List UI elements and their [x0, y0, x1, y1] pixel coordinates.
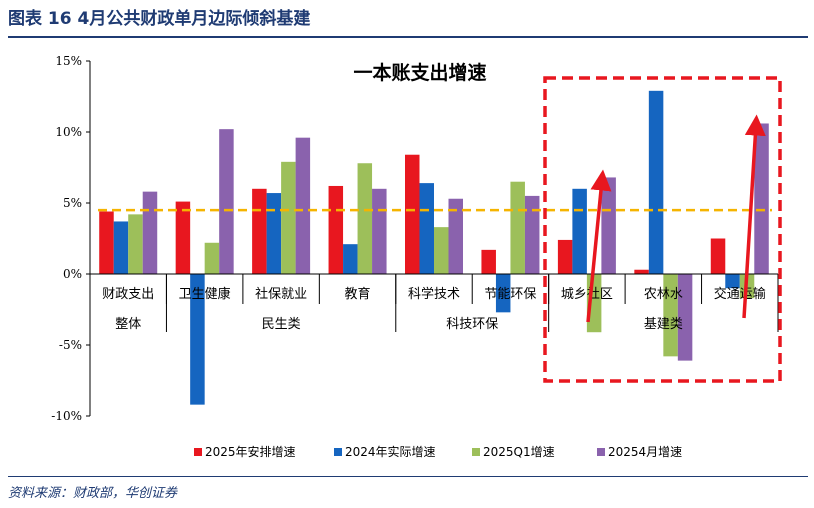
category-label: 社保就业 [255, 286, 307, 302]
legend-swatch [334, 448, 342, 456]
bar-1 [252, 188, 267, 274]
bar-4 [601, 177, 616, 274]
category-label: 城乡社区 [561, 286, 613, 302]
highlight-box [543, 76, 782, 383]
category-label: 教育 [345, 286, 371, 302]
legend-label: 2024年实际增速 [345, 444, 436, 459]
legend-swatch [472, 448, 480, 456]
bar-3 [510, 181, 525, 274]
bar-3 [281, 161, 296, 274]
bar-3 [663, 274, 678, 357]
header-divider [8, 36, 808, 38]
legend-label: 2025Q1增速 [483, 445, 555, 459]
y-tick-label: 15% [55, 54, 82, 68]
up-arrow [586, 169, 612, 323]
bar-4 [448, 198, 463, 274]
bar-1 [328, 185, 344, 274]
y-tick-label: 10% [55, 125, 82, 139]
bar-2 [113, 221, 129, 274]
y-tick-label: 5% [63, 196, 82, 210]
y-tick-label: -10% [51, 409, 82, 423]
y-tick-label: -5% [59, 338, 82, 352]
category-label: 财政支出 [102, 287, 154, 302]
category-label: 节能环保 [484, 287, 536, 302]
bar-1 [557, 239, 573, 274]
bar-2 [266, 193, 282, 274]
bar-4 [524, 195, 540, 274]
bar-4 [142, 191, 158, 274]
category-label: 交通运输 [714, 286, 766, 302]
bar-1 [175, 201, 191, 274]
chart-title: 一本账支出增速 [353, 61, 486, 84]
category-label: 科学技术 [408, 286, 460, 302]
group-label: 整体 [115, 317, 141, 332]
bar-4 [219, 129, 234, 274]
bar-3 [128, 214, 143, 274]
bar-2 [343, 244, 358, 274]
category-label: 农林水 [644, 287, 683, 302]
bar-4 [677, 274, 693, 361]
bar-1 [481, 249, 496, 274]
footer-divider [8, 476, 808, 477]
group-label: 民生类 [262, 317, 301, 332]
bar-2 [725, 274, 740, 289]
bar-1 [634, 269, 649, 274]
bar-3 [434, 227, 449, 274]
bar-2 [495, 274, 511, 313]
figure-title: 图表 16 4月公共财政单月边际倾斜基建 [8, 9, 311, 29]
bar-1 [99, 211, 114, 274]
source-note: 资料来源：财政部，华创证券 [8, 486, 178, 501]
bar-1 [405, 154, 420, 274]
bar-4 [754, 123, 769, 274]
group-label: 科技环保 [446, 317, 498, 332]
legend-label: 2025年安排增速 [205, 444, 296, 459]
bar-2 [190, 274, 205, 405]
up-arrow [742, 114, 766, 319]
bar-3 [357, 163, 373, 274]
bar-2 [648, 90, 664, 274]
category-label: 卫生健康 [179, 286, 231, 302]
bar-4 [372, 188, 387, 274]
bar-2 [572, 188, 587, 274]
legend-swatch [597, 448, 605, 456]
legend-label: 20254月增速 [608, 445, 682, 459]
group-label: 基建类 [644, 317, 683, 332]
bar-4 [295, 137, 311, 274]
bar-3 [204, 242, 220, 274]
bar-1 [710, 238, 726, 274]
legend-swatch [194, 448, 202, 456]
bar-2 [419, 183, 434, 274]
figure-header: 图表 16 4月公共财政单月边际倾斜基建 [8, 6, 808, 34]
y-tick-label: 0% [63, 267, 82, 281]
